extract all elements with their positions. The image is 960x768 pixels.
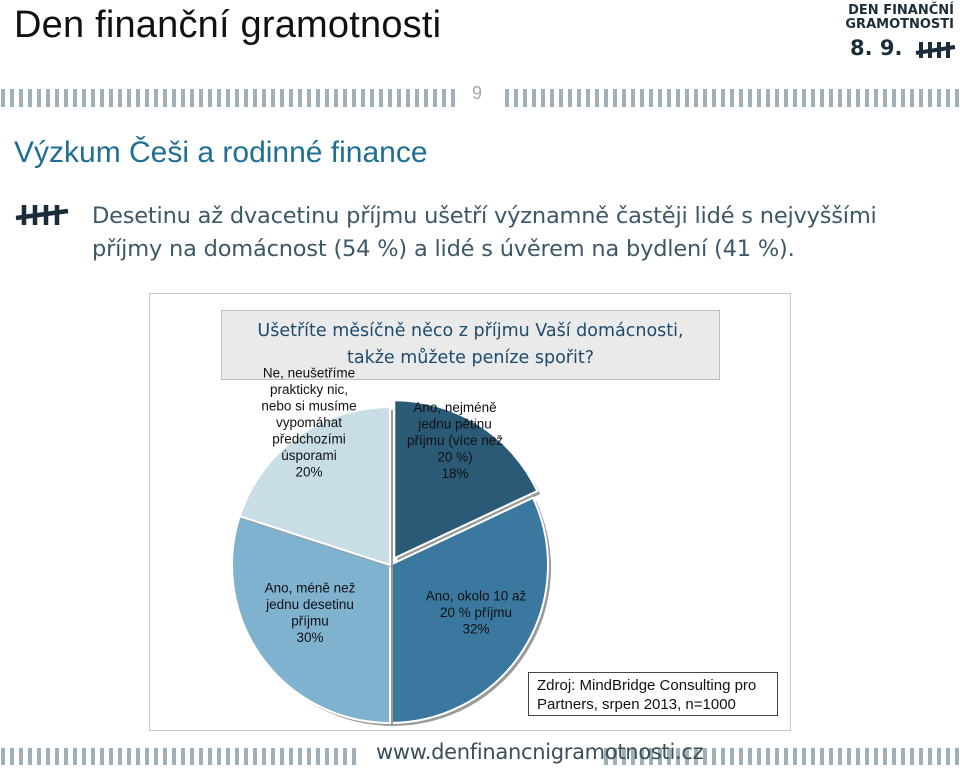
logo-line1: DEN FINANČNÍ xyxy=(848,3,954,18)
slice-label-line: prakticky nic, xyxy=(270,382,348,397)
slice-label-line: Ne, neušetříme xyxy=(263,366,355,381)
slice-label-4: Ne, neušetříme prakticky nic, nebo si musí… xyxy=(261,366,356,480)
logo-line2: GRAMOTNOSTI xyxy=(845,17,954,32)
slice-label-line: 20 %) xyxy=(437,450,472,465)
slice-value-label: 20% xyxy=(295,465,322,480)
slice-label-line: předchozími xyxy=(272,432,346,447)
tally-marks-icon xyxy=(915,42,956,58)
slice-label-line: Ano, okolo 10 až xyxy=(426,589,527,604)
slice-label-line: nebo si musíme xyxy=(261,399,356,414)
question-line2: takže můžete peníze spořit? xyxy=(347,348,594,368)
question-line1: Ušetříte měsíčně něco z příjmu Vaší domá… xyxy=(257,321,684,341)
slice-value-label: 30% xyxy=(296,630,323,645)
tally-bullet-icon xyxy=(15,205,69,225)
pie-slice-4 xyxy=(238,405,391,567)
bullet-line1: Desetinu až dvacetinu příjmu ušetří význ… xyxy=(92,203,877,229)
slice-label-line: úsporami xyxy=(281,448,337,463)
slice-label-line: příjmu xyxy=(291,613,329,628)
source-box: Zdroj: MindBridge Consulting pro Partner… xyxy=(528,672,778,716)
source-line1: Zdroj: MindBridge Consulting pro xyxy=(537,677,757,694)
pie-slice-3 xyxy=(231,514,391,725)
slice-label-1: Ano, nejméně jednu pětinu příjmu (více než… xyxy=(407,400,503,481)
slice-label-2: Ano, okolo 10 až 20 % příjmu 32% xyxy=(426,589,527,637)
source-line2: Partners, srpen 2013, n=1000 xyxy=(537,696,736,713)
event-logo: DEN FINANČNÍ GRAMOTNOSTI 8. 9. xyxy=(830,2,958,64)
chart-question-box: Ušetříte měsíčně něco z příjmu Vaší domá… xyxy=(221,310,720,380)
slice-label-line: 20 % příjmu xyxy=(440,605,512,620)
slice-value-label: 32% xyxy=(462,622,489,637)
slice-label-line: vypomáhat xyxy=(276,415,342,430)
slice-label-line: jednu pětinu xyxy=(417,417,492,432)
slice-label-line: příjmu (více než xyxy=(407,433,503,448)
logo-date: 8. 9. xyxy=(850,36,903,60)
slice-label-line: jednu desetinu xyxy=(265,597,354,612)
bullet-text: Desetinu až dvacetinu příjmu ušetří význ… xyxy=(92,200,952,266)
slice-label-line: Ano, nejméně xyxy=(413,400,496,415)
pie-slice-1 xyxy=(393,399,539,560)
pie-slice-2 xyxy=(389,496,549,725)
slice-label-3: Ano, méně než jednu desetinu příjmu 30% xyxy=(265,580,356,645)
slice-value-label: 18% xyxy=(441,466,468,481)
page-title: Den finanční gramotnosti xyxy=(14,4,442,46)
header-divider xyxy=(0,88,960,108)
page-number: 9 xyxy=(472,83,483,103)
slice-label-line: Ano, méně než xyxy=(265,580,356,595)
footer-url: www.denfinancnigramotnosti.cz xyxy=(376,740,704,764)
bullet-line2: příjmy na domácnost (54 %) a lidé s úvěr… xyxy=(92,236,795,262)
section-title: Výzkum Češi a rodinné finance xyxy=(14,136,428,169)
footer-divider xyxy=(0,748,960,766)
